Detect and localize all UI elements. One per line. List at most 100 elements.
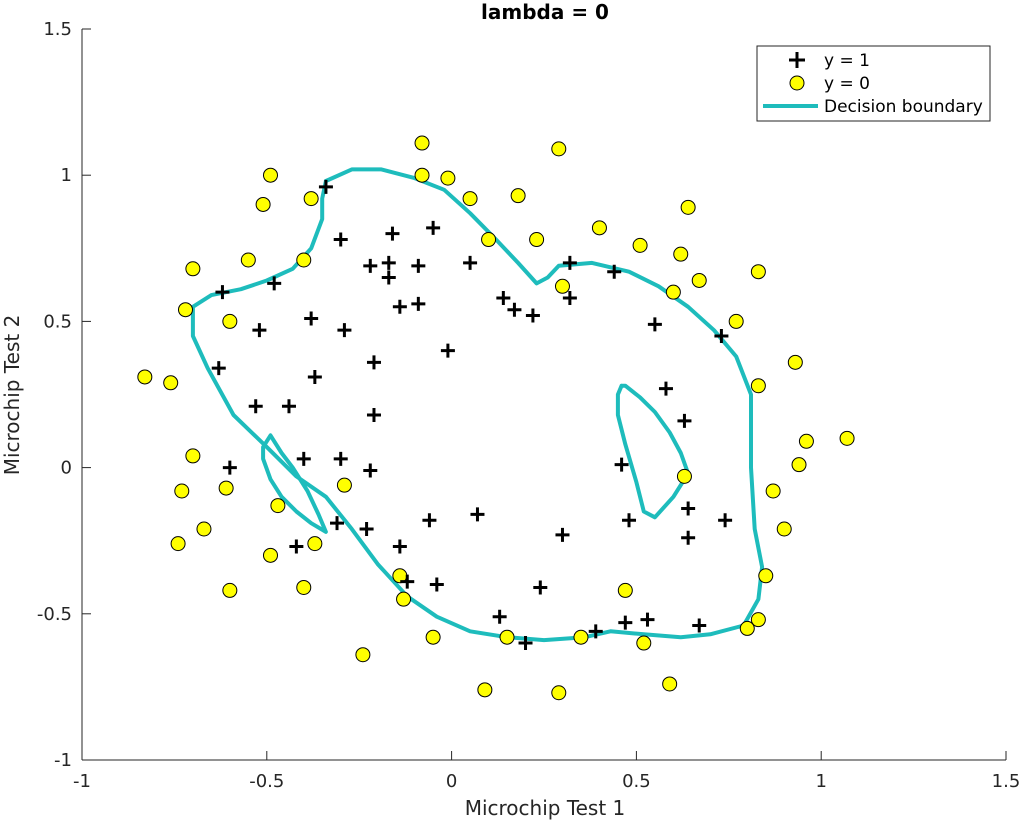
decision-boundary-path bbox=[261, 433, 328, 534]
point-y0 bbox=[137, 369, 153, 385]
point-y1 bbox=[492, 609, 507, 624]
point-y1 bbox=[677, 413, 692, 428]
point-y1 bbox=[281, 399, 296, 414]
point-y1 bbox=[411, 258, 426, 273]
point-y1 bbox=[366, 355, 381, 370]
y-tick-label: 0.5 bbox=[43, 311, 72, 332]
point-y0 bbox=[662, 676, 678, 692]
point-y1 bbox=[681, 530, 696, 545]
point-y1 bbox=[496, 291, 511, 306]
point-y0 bbox=[414, 135, 430, 151]
point-y0 bbox=[296, 579, 312, 595]
y-axis-ticks: -1 -0.5 0 0.5 1 1.5 bbox=[37, 19, 91, 771]
y-tick-label: 1.5 bbox=[43, 19, 72, 40]
point-y1 bbox=[614, 457, 629, 472]
y-axis-title: Microchip Test 2 bbox=[0, 315, 24, 476]
point-y0 bbox=[791, 457, 807, 473]
y-tick-label: 1 bbox=[61, 165, 72, 186]
point-y1 bbox=[333, 232, 348, 247]
data-points-layer bbox=[137, 135, 855, 701]
point-y1 bbox=[400, 574, 415, 589]
point-y0 bbox=[218, 480, 234, 496]
point-y0 bbox=[839, 430, 855, 446]
decision-boundary-path bbox=[190, 167, 765, 643]
x-tick-label: 1.5 bbox=[992, 771, 1021, 792]
point-y1 bbox=[681, 501, 696, 516]
legend: y = 1 y = 0 Decision boundary bbox=[756, 45, 991, 122]
point-y1 bbox=[647, 317, 662, 332]
point-y0 bbox=[691, 272, 707, 288]
point-y0 bbox=[551, 685, 567, 701]
point-y0 bbox=[680, 199, 696, 215]
point-y1 bbox=[381, 255, 396, 270]
point-y1 bbox=[392, 539, 407, 554]
point-y0 bbox=[185, 261, 201, 277]
point-y0 bbox=[477, 682, 493, 698]
point-y0 bbox=[296, 252, 312, 268]
y-tick-label: -1 bbox=[54, 750, 72, 771]
point-y0 bbox=[798, 433, 814, 449]
point-y1 bbox=[518, 636, 533, 651]
point-y0 bbox=[739, 620, 755, 636]
point-y0 bbox=[750, 612, 766, 628]
point-y0 bbox=[510, 188, 526, 204]
point-y0 bbox=[750, 378, 766, 394]
point-y0 bbox=[776, 521, 792, 537]
point-y0 bbox=[414, 167, 430, 183]
legend-label-boundary: Decision boundary bbox=[824, 97, 983, 117]
point-y0 bbox=[170, 536, 186, 552]
point-y0 bbox=[396, 591, 412, 607]
legend-label-positive: y = 1 bbox=[824, 51, 870, 71]
point-y0 bbox=[632, 237, 648, 253]
point-y0 bbox=[750, 264, 766, 280]
x-tick-label: -0.5 bbox=[249, 771, 284, 792]
point-y0 bbox=[787, 354, 803, 370]
point-y0 bbox=[728, 313, 744, 329]
point-y0 bbox=[307, 536, 323, 552]
chart-title: lambda = 0 bbox=[481, 0, 609, 24]
point-y0 bbox=[185, 448, 201, 464]
point-y1 bbox=[392, 299, 407, 314]
point-y0 bbox=[440, 170, 456, 186]
point-y0 bbox=[551, 141, 567, 157]
point-y1 bbox=[692, 618, 707, 633]
point-y0 bbox=[262, 167, 278, 183]
point-y1 bbox=[422, 513, 437, 528]
point-y0 bbox=[255, 196, 271, 212]
point-y0 bbox=[529, 232, 545, 248]
point-y0 bbox=[196, 521, 212, 537]
decision-boundary-layer bbox=[190, 167, 765, 643]
point-y1 bbox=[588, 624, 603, 639]
point-y1 bbox=[463, 255, 478, 270]
point-y1 bbox=[555, 527, 570, 542]
point-y0 bbox=[676, 468, 692, 484]
legend-marker-circle bbox=[789, 75, 805, 91]
point-y1 bbox=[215, 285, 230, 300]
point-y1 bbox=[714, 329, 729, 344]
point-y0 bbox=[617, 582, 633, 598]
point-y1 bbox=[411, 296, 426, 311]
point-y1 bbox=[222, 460, 237, 475]
point-y1 bbox=[267, 276, 282, 291]
point-y0 bbox=[554, 278, 570, 294]
x-axis-title: Microchip Test 1 bbox=[465, 796, 626, 820]
point-y0 bbox=[174, 483, 190, 499]
point-y1 bbox=[718, 513, 733, 528]
x-tick-label: 0 bbox=[446, 771, 457, 792]
point-y1 bbox=[363, 463, 378, 478]
point-y0 bbox=[262, 547, 278, 563]
y-tick-label: -0.5 bbox=[37, 604, 72, 625]
point-y1 bbox=[440, 343, 455, 358]
point-y0 bbox=[758, 568, 774, 584]
point-y1 bbox=[296, 451, 311, 466]
point-y0 bbox=[673, 246, 689, 262]
point-y1 bbox=[622, 513, 637, 528]
x-tick-label: 1 bbox=[815, 771, 826, 792]
point-y1 bbox=[507, 302, 522, 317]
point-y0 bbox=[222, 313, 238, 329]
point-y0 bbox=[355, 647, 371, 663]
point-y1 bbox=[562, 291, 577, 306]
point-y1 bbox=[211, 361, 226, 376]
point-y1 bbox=[618, 615, 633, 630]
